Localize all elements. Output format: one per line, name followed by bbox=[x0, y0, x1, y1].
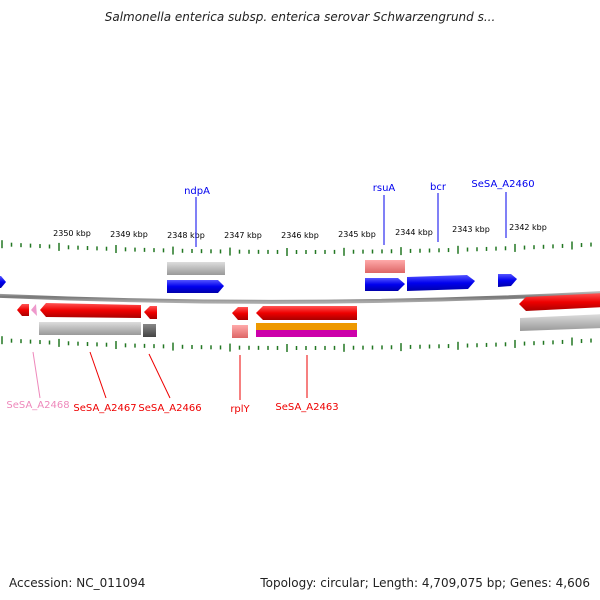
label-line-SeSA_A2466 bbox=[148, 353, 171, 399]
gene-arrow-bcr[interactable] bbox=[407, 275, 475, 291]
label-line-SeSA_A2468 bbox=[32, 351, 41, 399]
gene-arrow-reverse-right-edge[interactable] bbox=[519, 293, 600, 311]
gene-label-SeSA_A2467[interactable]: SeSA_A2467 bbox=[73, 403, 136, 414]
feature-gray-ndpA[interactable] bbox=[167, 262, 225, 275]
feature-orange-SeSA_A2463[interactable] bbox=[256, 323, 357, 330]
scale-label: 2346 kbp bbox=[281, 231, 319, 240]
gene-label-rsuA[interactable]: rsuA bbox=[373, 183, 396, 194]
gene-arrow-SeSA_A2466[interactable] bbox=[144, 306, 157, 319]
gene-arrow-SeSA_A2463[interactable] bbox=[256, 306, 357, 320]
gene-arrow-rsuA[interactable] bbox=[365, 278, 405, 291]
gene-label-SeSA_A2466[interactable]: SeSA_A2466 bbox=[138, 403, 201, 414]
accession-info: Accession: NC_011094 bbox=[9, 576, 145, 590]
gene-arrow-forward-left-edge[interactable] bbox=[0, 276, 6, 288]
feature-gray-right-edge[interactable] bbox=[520, 314, 600, 331]
length-value: 4,709,075 bp bbox=[421, 576, 502, 590]
gene-arrow-SeSA_A2460[interactable] bbox=[498, 274, 517, 287]
scale-label: 2345 kbp bbox=[338, 230, 376, 239]
length-label: Length: bbox=[372, 576, 419, 590]
feature-rna-rsuA[interactable] bbox=[365, 260, 405, 273]
feature-rna-rplY[interactable] bbox=[232, 325, 248, 338]
gene-arrow-reverse-left-edge[interactable] bbox=[17, 304, 29, 316]
scale-label: 2344 kbp bbox=[395, 228, 433, 237]
feature-darkgray-SeSA_A2466[interactable] bbox=[143, 324, 156, 337]
scale-label: 2347 kbp bbox=[224, 231, 262, 240]
scale-ticks-bottom bbox=[1, 336, 592, 352]
genes-value: 4,606 bbox=[555, 576, 590, 590]
feature-magenta-SeSA_A2463[interactable] bbox=[256, 330, 357, 337]
gene-arrow-rplY[interactable] bbox=[232, 307, 248, 320]
scale-label: 2343 kbp bbox=[452, 225, 490, 234]
gene-label-SeSA_A2463[interactable]: SeSA_A2463 bbox=[275, 402, 338, 413]
feature-gray-SeSA_A2467[interactable] bbox=[39, 322, 141, 335]
accession-label: Accession: bbox=[9, 576, 73, 590]
gene-label-ndpA[interactable]: ndpA bbox=[184, 186, 210, 197]
genes-label: Genes: bbox=[509, 576, 552, 590]
gene-label-bcr[interactable]: bcr bbox=[430, 182, 447, 193]
scale-label: 2350 kbp bbox=[53, 229, 91, 238]
label-line-SeSA_A2467 bbox=[89, 351, 107, 399]
scale-ticks-top bbox=[1, 240, 592, 256]
accession-value: NC_011094 bbox=[76, 576, 146, 590]
topology-label: Topology: bbox=[260, 576, 317, 590]
gene-arrow-ndpA[interactable] bbox=[167, 280, 224, 293]
gene-arrow-SeSA_A2468[interactable] bbox=[31, 304, 37, 316]
genome-title: Salmonella enterica subsp. enterica sero… bbox=[104, 10, 496, 24]
scale-label: 2349 kbp bbox=[110, 230, 148, 239]
gene-arrow-SeSA_A2467[interactable] bbox=[40, 303, 141, 318]
topology-value: circular bbox=[320, 576, 365, 590]
genome-backbone bbox=[0, 291, 600, 304]
scale-label: 2342 kbp bbox=[509, 223, 547, 232]
gene-label-SeSA_A2468[interactable]: SeSA_A2468 bbox=[6, 400, 69, 411]
gene-label-SeSA_A2460[interactable]: SeSA_A2460 bbox=[471, 179, 534, 190]
genome-summary: Topology: circular; Length: 4,709,075 bp… bbox=[260, 576, 590, 590]
scale-label: 2348 kbp bbox=[167, 231, 205, 240]
gene-label-rplY[interactable]: rplY bbox=[230, 404, 250, 415]
